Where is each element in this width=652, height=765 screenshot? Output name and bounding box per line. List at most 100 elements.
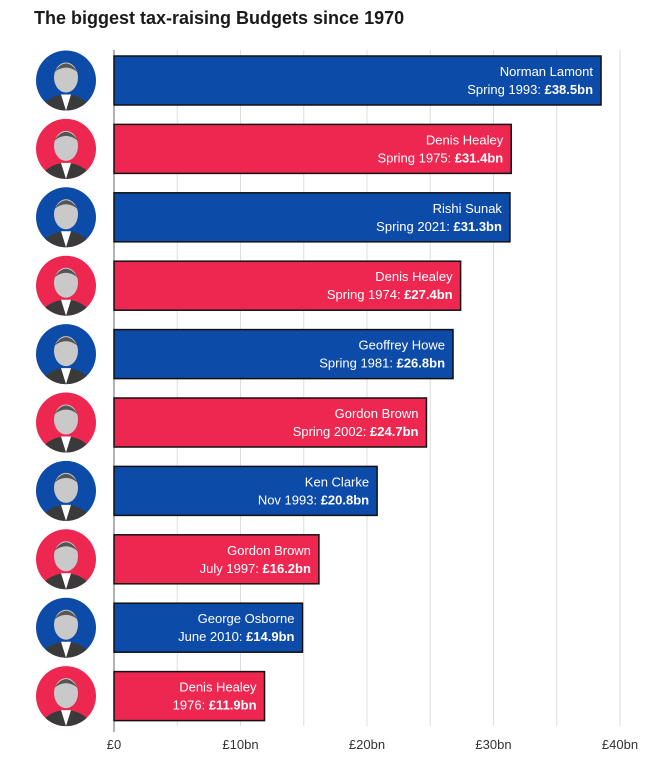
bar-label-name: Geoffrey Howe bbox=[359, 338, 445, 353]
portrait-hair bbox=[54, 610, 78, 620]
x-tick-label: £20bn bbox=[349, 737, 385, 752]
bar bbox=[113, 534, 320, 585]
bar-label-name: Gordon Brown bbox=[227, 543, 311, 558]
bar-label-name: Gordon Brown bbox=[335, 406, 419, 421]
bar-row: Geoffrey Howe Spring 1981: £26.8bn bbox=[36, 324, 454, 385]
person-portrait-icon bbox=[36, 666, 96, 727]
person-portrait-icon bbox=[36, 597, 96, 658]
portrait-hair bbox=[54, 473, 78, 483]
portrait-hair bbox=[54, 679, 78, 689]
bar-label-value: July 1997: £16.2bn bbox=[200, 561, 311, 576]
person-portrait-icon bbox=[36, 460, 96, 521]
bar bbox=[113, 670, 266, 722]
person-portrait-icon bbox=[36, 187, 96, 248]
bar-label-period: Spring 1974: bbox=[327, 287, 404, 302]
portrait-head bbox=[54, 609, 78, 640]
bar-label-name: Denis Healey bbox=[375, 269, 453, 284]
x-tick-label: £0 bbox=[107, 737, 121, 752]
bar-label-amount: £14.9bn bbox=[246, 629, 294, 644]
portrait-shoulders bbox=[40, 162, 92, 179]
bar-label-name: Denis Healey bbox=[179, 680, 257, 695]
bar-label-value: Spring 1993: £38.5bn bbox=[467, 82, 593, 97]
bar-label-value: Spring 1981: £26.8bn bbox=[319, 356, 445, 371]
bar-label-amount: £27.4bn bbox=[404, 287, 452, 302]
bar-row: George Osborne June 2010: £14.9bn bbox=[36, 597, 304, 658]
person-portrait-icon bbox=[36, 529, 96, 590]
x-tick-label: £40bn bbox=[602, 737, 638, 752]
portrait-collar bbox=[61, 94, 71, 111]
bar-label-amount: £31.4bn bbox=[455, 150, 503, 165]
portrait-hair bbox=[54, 131, 78, 141]
x-tick-label: £10bn bbox=[222, 737, 258, 752]
bar-label-value: Spring 1975: £31.4bn bbox=[377, 150, 503, 165]
bar-label-amount: £31.3bn bbox=[454, 219, 502, 234]
person-portrait-icon bbox=[36, 118, 96, 179]
portrait-hair bbox=[54, 405, 78, 415]
bar-label-period: Spring 1975: bbox=[377, 150, 454, 165]
portrait-collar bbox=[61, 710, 71, 727]
portrait-collar bbox=[61, 299, 71, 316]
bar bbox=[113, 192, 511, 243]
portrait-shoulders bbox=[40, 641, 92, 658]
portrait-head bbox=[54, 678, 78, 709]
bar-label-name: Rishi Sunak bbox=[433, 201, 503, 216]
bar-label-name: Ken Clarke bbox=[305, 474, 369, 489]
person-portrait-icon bbox=[36, 255, 96, 316]
portrait-head bbox=[54, 267, 78, 298]
portrait-head bbox=[54, 199, 78, 230]
bar bbox=[113, 260, 462, 311]
bar-row: Gordon Brown Spring 2002: £24.7bn bbox=[36, 392, 428, 453]
bar-label-period: Spring 2002: bbox=[293, 424, 370, 439]
bar-row: Denis Healey Spring 1974: £27.4bn bbox=[36, 255, 462, 316]
bar-label-amount: £16.2bn bbox=[263, 561, 311, 576]
portrait-shoulders bbox=[40, 436, 92, 453]
bar-row: Norman Lamont Spring 1993: £38.5bn bbox=[36, 50, 602, 111]
portrait-collar bbox=[61, 573, 71, 590]
bar-label-value: Spring 2002: £24.7bn bbox=[293, 424, 419, 439]
gridlines bbox=[176, 50, 621, 726]
bar-label-value: Spring 2021: £31.3bn bbox=[376, 219, 502, 234]
portrait-hair bbox=[54, 542, 78, 552]
bar-label-name: George Osborne bbox=[198, 611, 295, 626]
portrait-shoulders bbox=[40, 504, 92, 521]
person-portrait-icon bbox=[36, 50, 96, 111]
bar-label-amount: £38.5bn bbox=[545, 82, 593, 97]
bar-label-amount: £24.7bn bbox=[370, 424, 418, 439]
portrait-head bbox=[54, 404, 78, 435]
portrait-head bbox=[54, 472, 78, 503]
person-portrait-icon bbox=[36, 392, 96, 453]
bar-label-name: Denis Healey bbox=[426, 132, 504, 147]
portrait-hair bbox=[54, 268, 78, 278]
bar-label-period: Nov 1993: bbox=[258, 492, 321, 507]
portrait-head bbox=[54, 336, 78, 367]
bar-row: Rishi Sunak Spring 2021: £31.3bn bbox=[36, 187, 511, 248]
bar-label-value: Nov 1993: £20.8bn bbox=[258, 492, 369, 507]
bar-label-amount: £20.8bn bbox=[321, 492, 369, 507]
portrait-hair bbox=[54, 200, 78, 210]
portrait-shoulders bbox=[40, 573, 92, 590]
bar bbox=[113, 55, 602, 106]
bar-row: Ken Clarke Nov 1993: £20.8bn bbox=[36, 460, 378, 521]
bar bbox=[113, 123, 512, 175]
bar-label-amount: £11.9bn bbox=[209, 698, 257, 713]
chart-title: The biggest tax-raising Budgets since 19… bbox=[34, 8, 405, 28]
portrait-hair bbox=[54, 63, 78, 73]
bar-label-period: Spring 1993: bbox=[467, 82, 544, 97]
bar-label-period: Spring 2021: bbox=[376, 219, 453, 234]
portrait-shoulders bbox=[40, 710, 92, 727]
portrait-collar bbox=[61, 436, 71, 453]
portrait-head bbox=[54, 62, 78, 93]
bar-label-period: June 2010: bbox=[178, 629, 246, 644]
portrait-shoulders bbox=[40, 231, 92, 248]
bar-row: Denis Healey Spring 1975: £31.4bn bbox=[36, 118, 512, 179]
bar-label-period: July 1997: bbox=[200, 561, 263, 576]
x-tick-label: £30bn bbox=[475, 737, 511, 752]
bar-label-period: Spring 1981: bbox=[319, 356, 396, 371]
bar-label-amount: £26.8bn bbox=[397, 356, 445, 371]
portrait-collar bbox=[61, 368, 71, 385]
bar-label-value: 1976: £11.9bn bbox=[173, 698, 257, 713]
portrait-collar bbox=[61, 162, 71, 179]
portrait-shoulders bbox=[40, 299, 92, 316]
portrait-shoulders bbox=[40, 368, 92, 385]
